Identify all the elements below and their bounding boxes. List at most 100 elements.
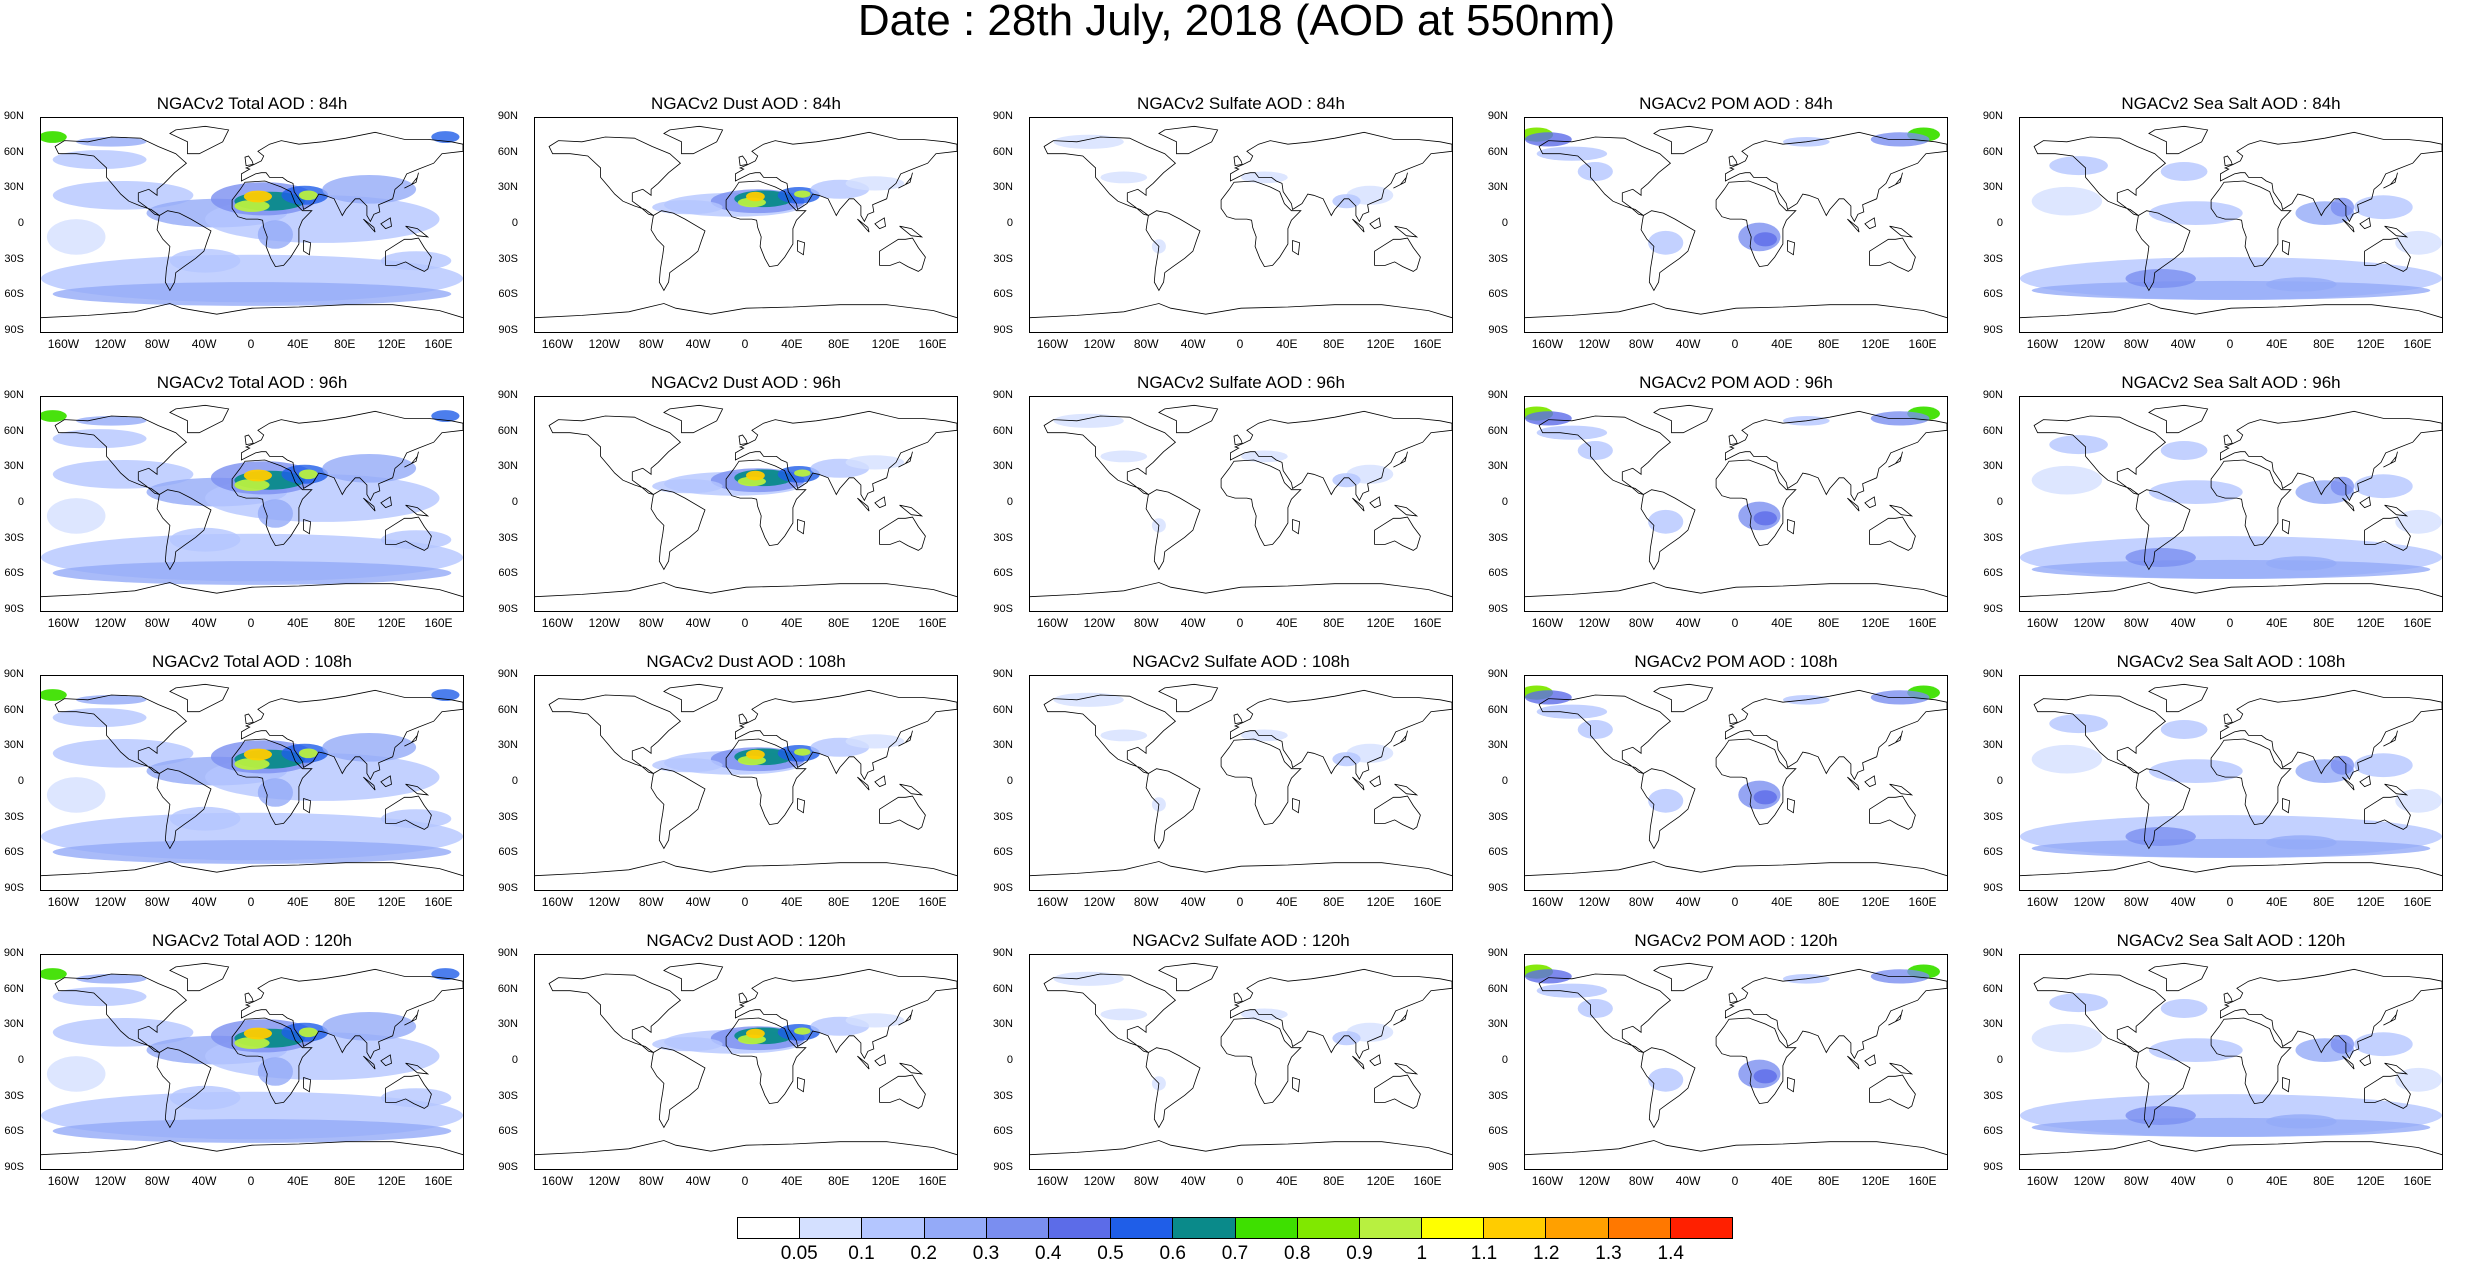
coastline [879, 237, 926, 272]
longitude-label: 160W [2026, 616, 2059, 630]
latitude-label: 60S [1488, 288, 1508, 301]
longitude-label: 80W [2123, 895, 2149, 909]
latitude-label: 90S [993, 603, 1013, 615]
coastline [734, 410, 957, 502]
longitude-label: 40W [685, 616, 711, 630]
longitude-label: 40E [1771, 337, 1793, 351]
colorbar-swatch [738, 1218, 801, 1238]
coastline [2384, 783, 2409, 796]
antarctic-coastline [535, 1140, 957, 1156]
aod-map [41, 683, 463, 877]
coastline [548, 973, 682, 1053]
colorbar-label: 1 [1416, 1243, 1428, 1264]
map-panel: NGACv2 Sea Salt AOD : 84h 90N 60N 30N 0 30S 60… [1979, 0, 2473, 351]
aod-map [535, 125, 957, 319]
longitude-label: 120E [1366, 616, 1395, 630]
aerosol-plume [41, 689, 67, 701]
panel-title: NGACv2 Total AOD : 84h [156, 94, 348, 113]
coastline [1145, 768, 1201, 850]
aod-map [535, 404, 957, 598]
map-frame [534, 396, 958, 612]
coastline [54, 973, 188, 1053]
aerosol-plume [169, 527, 241, 552]
latitude-label: 60S [993, 567, 1013, 580]
coastline [2219, 131, 2442, 223]
longitude-label: 80W [1133, 895, 1159, 909]
latitude-label: 30S [1488, 1089, 1508, 1102]
aerosol-plume [298, 469, 318, 480]
latitude-label: 60S [1983, 288, 2003, 301]
coastline [1787, 1076, 1796, 1093]
aerosol-plume [234, 1037, 270, 1049]
colorbar-swatch [1608, 1218, 1671, 1238]
longitude-label: 160W [47, 895, 80, 909]
coastline [303, 1076, 312, 1093]
map-frame [2019, 954, 2443, 1170]
longitude-label: 0 [247, 895, 255, 909]
coastline [1787, 797, 1796, 814]
longitude-label: 40W [1180, 616, 1206, 630]
coastline [879, 1074, 926, 1109]
longitude-label: 0 [247, 616, 255, 630]
longitude-label: 40W [2170, 616, 2196, 630]
latitude-label: 30S [1488, 252, 1508, 265]
map-panel: NGACv2 POM AOD : 84h 90N 60N 30N 0 30S 60S 90S 1… [1484, 0, 1978, 351]
coastline [2223, 992, 2233, 1004]
aerosol-plume [2125, 269, 2196, 288]
aerosol-plume [46, 498, 106, 534]
coastline [1145, 210, 1201, 292]
coastline [738, 155, 748, 167]
latitude-label: 90N [3, 389, 24, 401]
latitude-label: 60N [992, 145, 1013, 158]
aerosol-plume [1525, 132, 1572, 147]
coastline [1715, 180, 1797, 268]
panel-title: NGACv2 Total AOD : 96h [156, 373, 348, 392]
coastline [1394, 783, 1419, 796]
coastline [1229, 410, 1452, 502]
longitude-label: 40E [781, 616, 803, 630]
aerosol-plume [652, 1037, 723, 1052]
coastline [1724, 968, 1947, 1060]
latitude-label: 60N [1487, 424, 1508, 437]
latitude-label: 60N [3, 982, 24, 995]
coastline [1724, 131, 1947, 223]
longitude-label: 120W [1578, 1174, 1610, 1188]
aerosol-plume [431, 968, 460, 980]
coastline [1653, 404, 1714, 434]
latitude-label: 0 [1996, 1054, 2003, 1066]
coastline [2210, 738, 2292, 826]
aerosol-plume [2031, 744, 2103, 774]
antarctic-coastline [1525, 303, 1947, 319]
aerosol-plume [243, 190, 272, 203]
latitude-label: 30S [4, 1089, 24, 1102]
map-frame [2019, 396, 2443, 612]
latitude-label: 60S [1983, 567, 2003, 580]
coastline [898, 172, 913, 189]
longitude-label: 0 [1731, 1174, 1739, 1188]
latitude-label: 90N [1982, 110, 2003, 122]
longitude-label: 80E [828, 337, 850, 351]
longitude-label: 80W [1628, 616, 1654, 630]
longitude-label: 160E [424, 337, 453, 351]
longitude-label: 80E [1323, 895, 1345, 909]
longitude-label: 80E [1323, 337, 1345, 351]
coastline [2364, 795, 2411, 830]
coastline [1653, 962, 1714, 992]
coastline [879, 516, 926, 551]
coastline [1538, 136, 1672, 216]
latitude-label: 90S [498, 1161, 518, 1173]
latitude-label: 60S [1983, 846, 2003, 859]
aerosol-plume [2395, 509, 2442, 534]
panel-title: NGACv2 POM AOD : 120h [1634, 931, 1838, 950]
coastline [2033, 136, 2167, 216]
coastline [1869, 237, 1916, 272]
longitude-label: 40E [781, 337, 803, 351]
antarctic-coastline [2020, 582, 2442, 598]
map-frame [1029, 396, 1453, 612]
longitude-label: 40W [685, 337, 711, 351]
longitude-label: 80W [144, 616, 170, 630]
aerosol-plume [1648, 230, 1684, 255]
coastline [2384, 504, 2409, 517]
colorbar-swatch [1359, 1218, 1423, 1238]
aerosol-plume [2266, 277, 2337, 292]
